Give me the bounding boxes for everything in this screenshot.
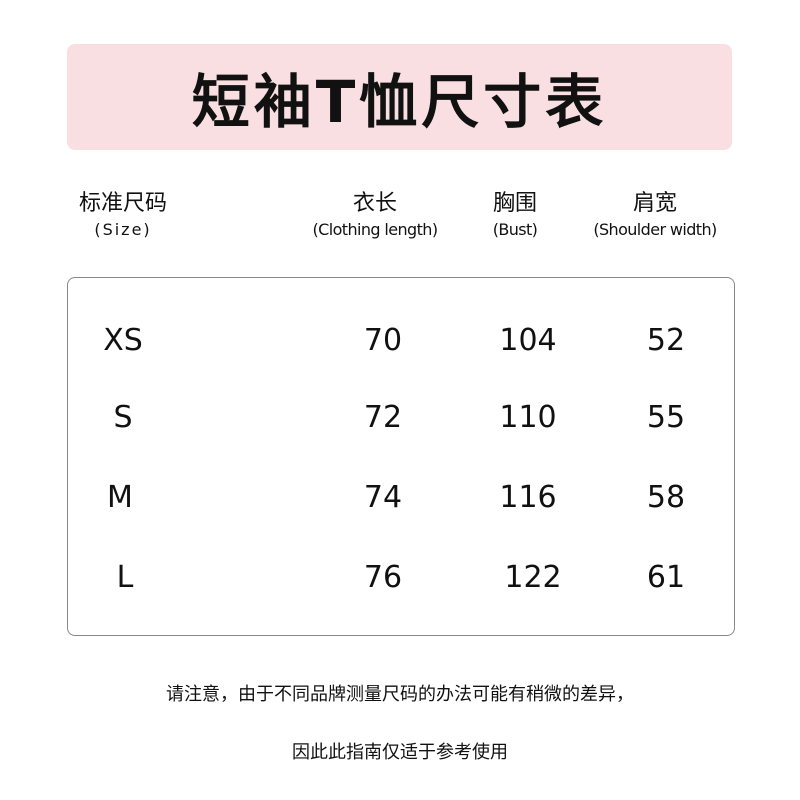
cell-size: S <box>113 400 133 435</box>
header-label: 胸围 <box>492 191 537 216</box>
header-shoulder: 肩宽 (Shoulder width) <box>580 190 730 242</box>
header-size: 标准尺码 (Size) <box>67 190 179 242</box>
table-row: L 76 122 61 <box>68 560 734 600</box>
page-title: 短袖T恤尺寸表 <box>191 68 608 136</box>
header-sublabel: (Shoulder width) <box>593 220 717 239</box>
cell-bust: 104 <box>499 323 557 358</box>
table-row: M 74 116 58 <box>68 480 734 520</box>
cell-length: 74 <box>363 480 403 515</box>
disclaimer-line-1: 请注意，由于不同品牌测量尺码的办法可能有稍微的差异， <box>166 684 634 705</box>
cell-length: 76 <box>363 560 403 595</box>
title-banner: 短袖T恤尺寸表 <box>67 44 732 150</box>
header-length: 衣长 (Clothing length) <box>300 190 450 242</box>
header-label: 衣长 <box>352 191 397 216</box>
disclaimer-line-2: 因此此指南仅适于参考使用 <box>292 742 508 763</box>
table-row: XS 70 104 52 <box>68 323 734 363</box>
cell-shoulder: 55 <box>646 400 686 435</box>
cell-size: XS <box>103 323 143 358</box>
cell-bust: 122 <box>504 560 562 595</box>
cell-shoulder: 58 <box>646 480 686 515</box>
header-label: 肩宽 <box>632 191 677 216</box>
header-label: 标准尺码 <box>78 191 167 216</box>
cell-shoulder: 61 <box>646 560 686 595</box>
cell-length: 72 <box>363 400 403 435</box>
header-sublabel: (Bust) <box>492 220 538 239</box>
cell-bust: 116 <box>499 480 557 515</box>
cell-bust: 110 <box>499 400 557 435</box>
cell-length: 70 <box>363 323 403 358</box>
table-row: S 72 110 55 <box>68 400 734 440</box>
cell-size: L <box>116 560 134 595</box>
header-sublabel: (Size) <box>94 220 152 239</box>
cell-shoulder: 52 <box>646 323 686 358</box>
header-sublabel: (Clothing length) <box>312 220 439 239</box>
header-bust: 胸围 (Bust) <box>470 190 560 242</box>
cell-size: M <box>107 480 133 515</box>
size-table: XS 70 104 52 S 72 110 55 M 74 116 58 L 7… <box>67 277 735 636</box>
